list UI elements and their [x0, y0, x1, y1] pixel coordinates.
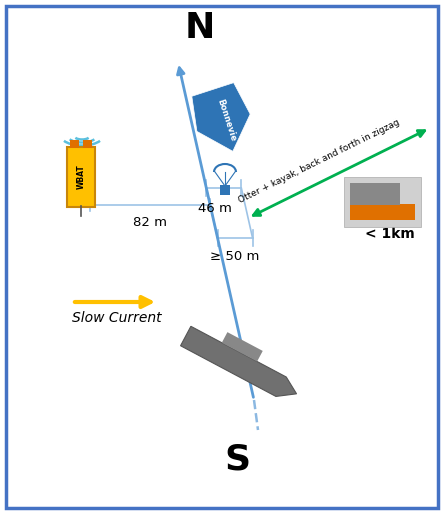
Text: Slow Current: Slow Current	[72, 311, 162, 325]
Text: N: N	[185, 11, 215, 45]
FancyBboxPatch shape	[350, 183, 400, 205]
Text: 82 m: 82 m	[133, 216, 167, 229]
Text: < 1km: < 1km	[365, 227, 415, 241]
Polygon shape	[192, 83, 250, 151]
Text: WBAT: WBAT	[76, 164, 86, 189]
Bar	[70, 140, 79, 148]
Text: ≥ 50 m: ≥ 50 m	[210, 249, 259, 263]
Text: S: S	[224, 443, 250, 477]
Text: Otter + kayak, back and forth in zigzag: Otter + kayak, back and forth in zigzag	[237, 117, 401, 205]
FancyBboxPatch shape	[344, 177, 421, 227]
Polygon shape	[222, 332, 263, 361]
Bar	[220, 185, 230, 195]
Text: 46 m: 46 m	[198, 201, 232, 214]
Text: Bonnevie: Bonnevie	[215, 98, 237, 142]
FancyBboxPatch shape	[67, 147, 95, 207]
Bar	[83, 140, 92, 148]
Polygon shape	[181, 326, 297, 396]
FancyBboxPatch shape	[350, 204, 415, 220]
